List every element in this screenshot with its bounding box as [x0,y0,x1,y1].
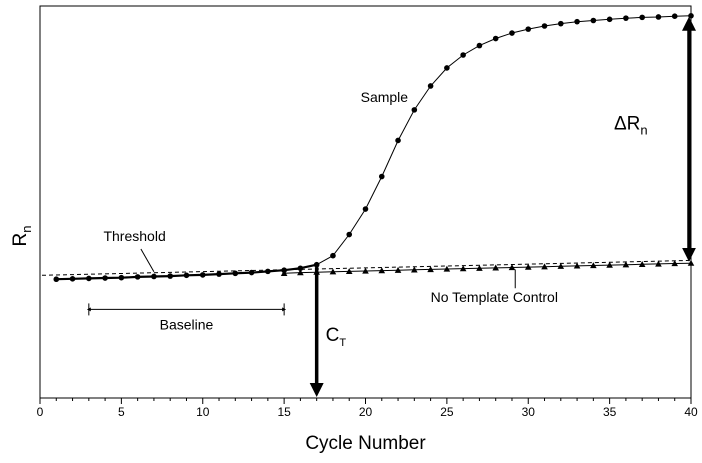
ntc-data-point [459,265,467,272]
ntc-data-point [443,265,451,272]
ntc-data-point [394,266,402,273]
annotation-layer: Threshold Sample No Template Control Baseli… [86,16,696,397]
x-tick-label: 40 [684,405,698,419]
ntc-data-point [345,268,353,275]
sample-data-point [671,13,678,19]
ntc-data-point [655,260,662,267]
ntc-data-point [362,267,369,274]
ntc-series-line [284,262,692,274]
sample-data-point [330,252,336,259]
ntc-data-point [378,267,386,274]
ntc-data-point [508,264,516,271]
y-axis-label-main: R [10,233,31,247]
ntc-data-point [541,263,548,270]
x-tick-label: 10 [196,405,210,419]
sample-label: Sample [361,89,409,105]
sample-data-point [492,35,499,42]
plot-frame [39,5,692,399]
sample-data-point [460,52,466,58]
ntc-data-point [427,266,434,273]
sample-data-point [639,14,645,21]
sample-data-point [590,17,597,24]
sample-data-point [362,206,369,212]
ct-label: CT [326,325,347,349]
sample-data-point [411,107,418,113]
threshold-line [41,259,692,276]
baseline-label: Baseline [160,316,214,332]
sample-data-point [444,65,450,71]
ntc-data-point [573,262,581,269]
sample-data-point [558,20,564,27]
x-tick-label: 25 [440,405,454,419]
x-axis-ticks: 0 5 10 15 20 25 30 35 40 [37,398,698,419]
x-axis-label: Cycle Number [305,433,426,454]
ntc-data-point [671,260,679,267]
ntc-data-point [590,262,597,269]
x-tick-label: 20 [359,405,373,419]
ntc-data-point [411,266,418,273]
ntc-data-point [687,259,695,266]
svg-text:Rn: Rn [10,226,34,247]
threshold-label: Threshold [103,228,165,244]
ntc-label: No Template Control [431,289,558,305]
ntc-data-point [638,261,646,267]
sample-data-point [427,83,434,89]
sample-data-point [574,18,580,25]
ntc-data-point [492,264,499,271]
ntc-data-point [557,262,565,269]
sample-data-point [395,137,401,144]
delta-rn-label-main: ΔR [614,113,640,134]
threshold-layer [41,259,692,276]
sample-baseline-segment [56,263,317,281]
x-tick-label: 0 [37,405,44,419]
sample-data-point [378,173,385,180]
threshold-leader-line [140,248,155,272]
sample-data-point [346,231,353,238]
y-axis-label-subscript: n [19,226,34,233]
sample-data-point [53,276,60,283]
ct-label-main: C [326,325,340,346]
ntc-data-point [606,261,613,268]
sample-data-point [509,30,515,36]
ntc-data-point [476,264,483,271]
x-tick-label: 30 [522,405,536,419]
x-tick-label: 15 [277,405,291,419]
sample-data-point [525,26,532,32]
ntc-data-point [280,270,288,276]
y-axis-label: Rn [10,226,34,247]
sample-data-point [541,23,548,29]
sample-data-point [623,15,629,21]
ntc-data-point [297,269,304,276]
ntc-data-point [622,261,630,268]
ntc-data-point [329,268,337,275]
delta-rn-label: ΔRn [614,113,648,137]
series-layer [53,13,695,283]
sample-data-point [655,14,662,20]
delta-rn-label-subscript: n [640,122,647,137]
x-tick-label: 35 [603,405,617,419]
ct-label-subscript: T [339,337,346,349]
x-tick-label: 5 [118,405,125,419]
sample-data-point [606,16,613,23]
ntc-data-point [524,263,532,270]
sample-data-point [476,42,483,49]
sample-data-point [688,13,694,19]
